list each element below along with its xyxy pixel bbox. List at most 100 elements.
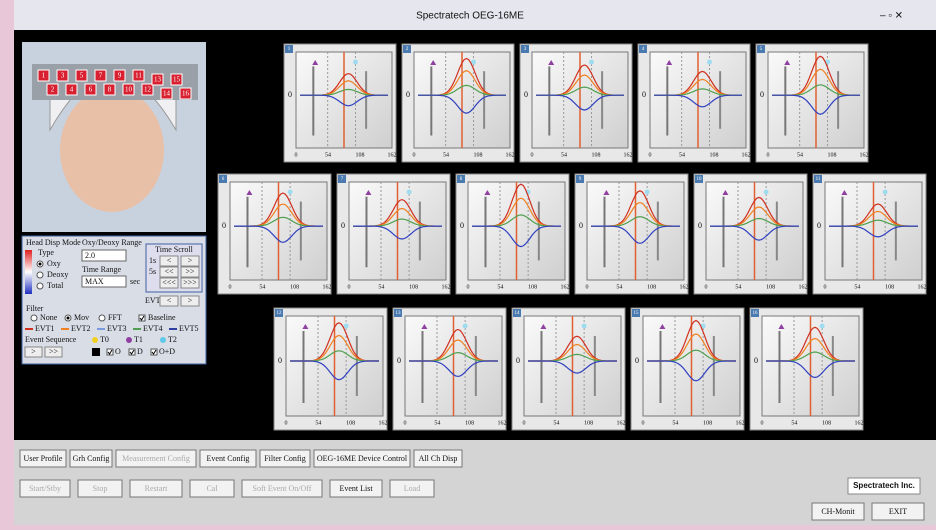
window-title: Spectratech OEG-16ME [416,11,524,22]
button[interactable] [189,479,235,498]
y-label: 0 [397,356,401,365]
checkbox[interactable] [128,348,136,356]
x-tick-label: 162 [855,420,864,426]
sensor [141,83,154,96]
scroll-button[interactable] [180,266,200,278]
button[interactable] [199,449,257,468]
x-tick-label: 54 [315,420,321,426]
x-tick-label: 54 [434,420,440,426]
select[interactable] [81,275,127,288]
scroll-button[interactable] [159,277,179,289]
select-value: 2.0 [85,251,95,260]
event-marker [784,60,791,65]
sensor [160,87,173,100]
radio[interactable] [36,282,44,290]
button[interactable] [69,449,113,468]
signal-curve [418,94,506,114]
button[interactable] [19,449,67,468]
x-tick-label: 162 [561,284,570,290]
check-mark [151,349,157,355]
x-tick-label: 162 [506,152,515,158]
button[interactable] [313,449,411,468]
sensor-label: 14 [163,90,171,98]
event-marker [659,324,666,329]
button[interactable] [871,502,925,521]
checkbox[interactable] [106,348,114,356]
sequence-button[interactable] [44,346,63,358]
label: Time Scroll [155,245,193,254]
range-bar [656,201,659,261]
y-label: 0 [817,221,821,230]
radio[interactable] [36,271,44,279]
sensor [56,69,69,82]
scroll-button-label: <<< [162,278,176,287]
event-marker [406,189,412,195]
x-tick-label: 162 [860,152,869,158]
button[interactable] [115,449,197,468]
scroll-button[interactable] [180,255,200,267]
evt-button-label: > [188,296,193,305]
event-marker [700,323,706,329]
sensor [170,73,183,86]
x-tick-label: 162 [442,284,451,290]
label: Oxy/Deoxy Range [82,238,142,247]
event-marker [882,189,888,195]
check-label: D [137,347,143,356]
sensor-label: 3 [61,72,65,80]
button[interactable] [259,449,311,468]
label: Time Range [82,265,121,274]
scroll-button[interactable] [159,266,179,278]
evt-button[interactable] [180,295,200,307]
checkbox[interactable] [150,348,158,356]
y-label: 0 [760,90,764,99]
y-label: 0 [698,221,702,230]
range-bar [365,196,368,268]
channel-label: 12 [277,311,283,316]
sensor [113,69,126,82]
sequence-button[interactable] [24,346,43,358]
channel-badge [403,45,411,53]
scroll-button[interactable] [180,277,200,289]
sensor [37,69,50,82]
button[interactable] [77,479,123,498]
evt-button[interactable] [159,295,179,307]
range-bar [603,196,606,268]
channel-label: 1 [288,47,291,52]
range-bar [418,201,421,261]
button[interactable] [389,479,435,498]
range-bar [719,71,722,129]
button-label: OEG-16ME Device Control [317,454,408,463]
sequence-button-label: >> [49,347,59,356]
button[interactable] [241,479,323,498]
x-tick-label: 0 [295,152,298,158]
channel-badge [275,309,283,317]
event-marker [471,59,477,65]
button[interactable] [19,479,71,498]
x-tick-label: 54 [735,284,741,290]
range-bar [299,201,302,261]
checkbox[interactable] [138,314,146,322]
select-value: MAX [85,277,104,286]
sensor-label: 7 [99,72,103,80]
sensor-label: 1 [42,72,46,80]
range-bar [841,196,844,268]
button[interactable] [329,479,383,498]
sensor [46,83,59,96]
x-tick-label: 0 [413,152,416,158]
radio[interactable] [98,314,106,322]
button[interactable] [413,449,463,468]
button-label: Grh Config [73,454,110,463]
signal-curve [409,360,498,378]
radio[interactable] [30,314,38,322]
button[interactable] [129,479,183,498]
event-marker [312,60,319,65]
scroll-button[interactable] [159,255,179,267]
select[interactable] [81,249,127,262]
window-controls[interactable]: – ▫ ✕ [880,11,903,22]
x-tick-label: 108 [346,420,355,426]
range-bar [666,66,669,136]
event-marker [603,190,610,195]
signal-curve [300,94,388,107]
event-marker [421,324,428,329]
button[interactable] [811,502,865,521]
